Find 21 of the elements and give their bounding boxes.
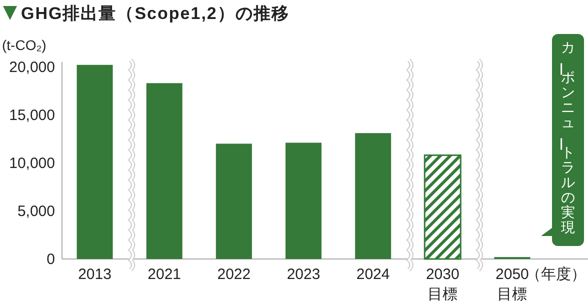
x-tick-label: 2024	[356, 266, 390, 283]
x-tick-label: 2013	[78, 266, 112, 283]
x-tick-label: 2021	[148, 266, 182, 283]
bar	[76, 64, 113, 259]
y-tick-label: 10,000	[9, 154, 55, 172]
bar	[216, 144, 252, 259]
bar	[355, 133, 392, 259]
x-tick-label: 2023	[286, 266, 320, 283]
chart-title: GHG排出量（Scope1,2）の推移	[21, 4, 290, 23]
bar	[286, 142, 322, 259]
y-tick-label: 0	[46, 251, 55, 268]
x-tick-label: 2030 目標	[426, 266, 460, 303]
bar	[424, 154, 462, 260]
y-tick-label: 20,000	[9, 58, 55, 76]
picture-callout: カーボンニュートラルの実現	[541, 34, 584, 246]
bar	[146, 83, 182, 259]
x-tick-label: 2050 目標	[496, 266, 529, 303]
y-tick-label: 5,000	[17, 202, 55, 220]
x-tick-label: 2022	[217, 266, 251, 283]
y-tick-label: 15,000	[9, 106, 55, 124]
y-axis-title: (t-CO₂)	[2, 37, 46, 53]
